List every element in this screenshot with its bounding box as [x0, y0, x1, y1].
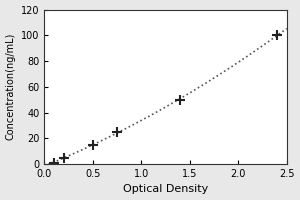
- X-axis label: Optical Density: Optical Density: [123, 184, 208, 194]
- Y-axis label: Concentration(ng/mL): Concentration(ng/mL): [6, 33, 16, 140]
